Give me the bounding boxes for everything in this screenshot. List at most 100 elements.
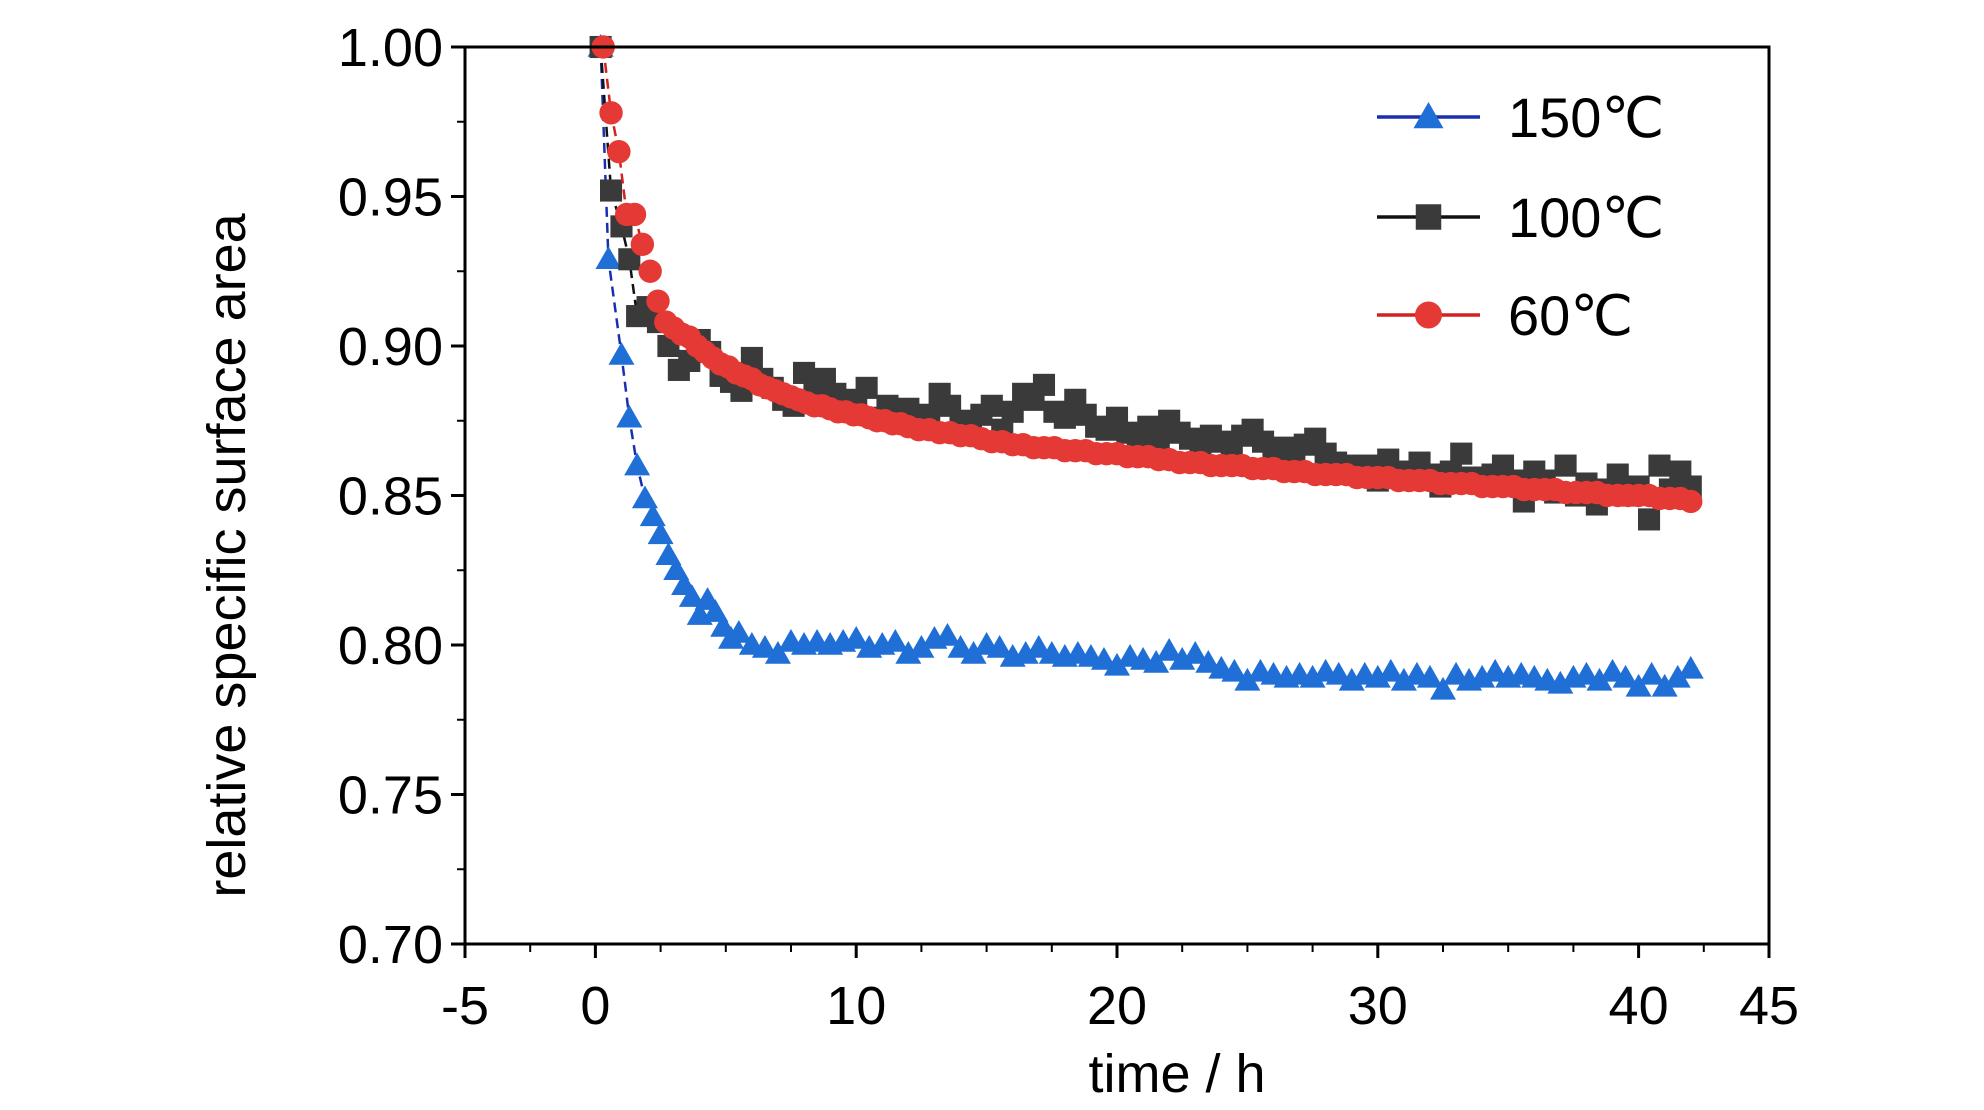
data-point-triangle [678, 584, 705, 607]
data-point-triangle [1195, 649, 1222, 673]
data-point-circle [607, 139, 631, 164]
data-point-triangle [908, 634, 935, 658]
data-point-circle [646, 289, 670, 313]
y-tick-label: 0.75 [338, 766, 443, 826]
data-point-triangle [1482, 658, 1509, 682]
data-point-triangle [1143, 649, 1170, 673]
data-point-triangle [764, 640, 791, 664]
data-point-square [1606, 463, 1629, 486]
data-point-triangle [1221, 658, 1248, 682]
x-tick-label: 10 [826, 976, 886, 1036]
data-point-triangle [1169, 646, 1196, 670]
data-point-triangle [1416, 664, 1443, 688]
data-point-triangle [595, 246, 622, 270]
x-axis-title: time / h [1088, 1044, 1265, 1104]
data-point-triangle [1182, 640, 1209, 664]
data-point-circle [1679, 489, 1703, 514]
data-point-triangle [882, 629, 909, 652]
data-point-square [980, 394, 1003, 417]
data-point-triangle [1651, 673, 1678, 697]
legend-label: 150℃ [1508, 86, 1664, 149]
data-point-triangle [1012, 640, 1039, 664]
data-point-triangle [631, 485, 658, 509]
data-point-square [792, 361, 816, 384]
data-point-triangle [1573, 661, 1600, 685]
data-point-square [618, 248, 641, 271]
data-point-triangle [624, 452, 651, 476]
data-point-triangle [616, 404, 643, 428]
data-point-circle [630, 232, 655, 257]
legend-item: 60℃ [1377, 284, 1633, 347]
data-point-triangle [1430, 676, 1456, 700]
data-point-circle [638, 259, 662, 283]
data-point-circle [622, 202, 647, 227]
data-point-triangle [647, 521, 674, 545]
data-point-triangle [1025, 634, 1052, 658]
data-point-triangle [1390, 667, 1417, 691]
data-point-triangle [1364, 664, 1391, 688]
data-point-square [1032, 373, 1056, 396]
x-tick-label: 40 [1609, 976, 1669, 1036]
data-point-square [599, 179, 623, 202]
data-point-square [1147, 427, 1170, 450]
data-point-triangle [1547, 670, 1574, 694]
data-point-square [1053, 406, 1076, 429]
data-point-square [1554, 454, 1577, 477]
data-point-square [855, 376, 878, 399]
data-point-triangle [725, 620, 752, 643]
x-tick-label: 30 [1348, 976, 1408, 1036]
series-triangle [587, 34, 1704, 700]
data-point-square [1648, 454, 1671, 477]
series-circle [591, 35, 1703, 514]
y-axis-title: relative specific surface area [197, 212, 257, 897]
data-point-triangle [1599, 658, 1626, 682]
series-line [599, 46, 647, 499]
data-point-triangle [1443, 661, 1470, 685]
data-point-circle [599, 101, 623, 125]
y-tick-label: 0.90 [338, 317, 443, 377]
x-tick-label: 45 [1739, 976, 1799, 1036]
data-point-triangle [947, 634, 974, 658]
x-tick-label: 0 [580, 976, 610, 1036]
axes: -5 0 10 20 30 40 45 0.70 0.75 0.80 0.85 0.90 0.95 1.0… [338, 18, 1799, 1036]
data-point-circle [1415, 301, 1442, 329]
data-point-triangle [1638, 661, 1665, 685]
data-point-triangle [960, 640, 987, 664]
data-point-triangle [608, 341, 635, 365]
data-point-triangle [843, 626, 870, 649]
data-point-triangle [1090, 646, 1117, 670]
data-point-triangle [751, 634, 778, 658]
legend-item: 100℃ [1377, 186, 1664, 249]
legend-label: 100℃ [1508, 186, 1664, 249]
data-point-triangle [1377, 658, 1404, 682]
x-tick-label: 20 [1087, 976, 1147, 1036]
data-point-square [1001, 400, 1024, 423]
data-point-triangle [1299, 664, 1326, 688]
data-point-triangle [655, 542, 682, 566]
y-tick-label: 0.80 [338, 616, 443, 676]
data-point-triangle [1104, 652, 1130, 676]
data-point-triangle [702, 599, 729, 622]
y-tick-label: 0.95 [338, 168, 443, 228]
data-point-square [1415, 204, 1442, 230]
data-point-triangle [1586, 667, 1613, 691]
data-point-triangle [1677, 655, 1704, 679]
y-tick-label: 1.00 [338, 18, 443, 78]
data-point-triangle [1625, 673, 1652, 697]
data-point-triangle [1234, 667, 1261, 691]
y-tick-label: 0.70 [338, 915, 443, 975]
data-point-triangle [1469, 664, 1496, 688]
data-point-triangle [1338, 667, 1365, 691]
data-point-triangle [1612, 664, 1639, 688]
data-point-triangle [986, 634, 1013, 658]
data-point-triangle [663, 557, 690, 580]
data-point-square [740, 346, 763, 370]
data-point-triangle [1664, 664, 1691, 688]
data-point-square [1450, 442, 1473, 465]
data-point-triangle [934, 623, 961, 646]
series-group [587, 34, 1704, 700]
data-point-triangle [1156, 637, 1183, 661]
data-point-triangle [1325, 661, 1352, 685]
legend: 150℃ 100℃ 60℃ [1377, 86, 1664, 347]
